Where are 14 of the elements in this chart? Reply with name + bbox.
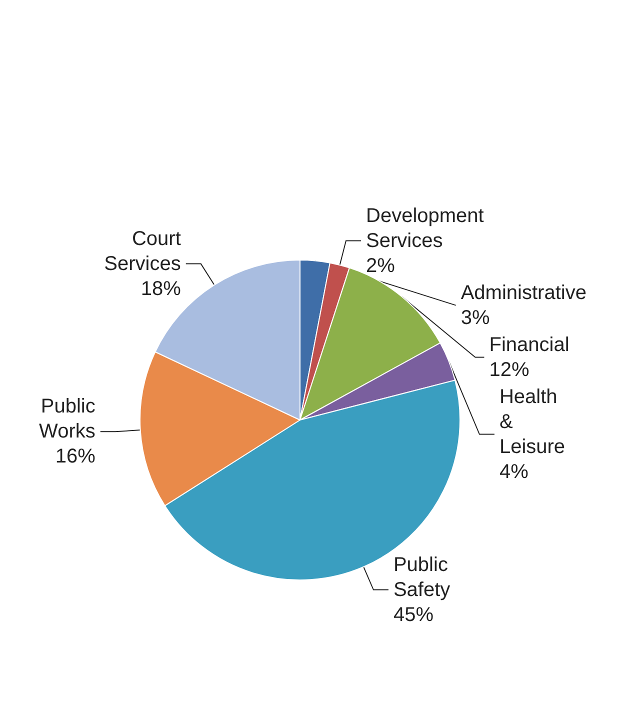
slice-label: Administrative xyxy=(460,282,586,304)
slice-label: Health & Leisure xyxy=(499,386,566,458)
slice-label: Financial xyxy=(489,334,570,356)
data-label: 12% xyxy=(489,358,530,381)
data-label: 3% xyxy=(460,306,490,329)
data-label: 45% xyxy=(393,604,434,626)
slice-label: Public Works xyxy=(39,396,96,443)
data-label: 2% xyxy=(366,254,396,277)
slice-label: Development Services xyxy=(366,204,484,252)
data-label: 4% xyxy=(499,460,529,483)
data-label: 16% xyxy=(55,446,96,468)
slice-label: Public Safety xyxy=(393,554,450,601)
slice-label: Court Services xyxy=(104,228,182,275)
data-label: 18% xyxy=(140,278,182,300)
